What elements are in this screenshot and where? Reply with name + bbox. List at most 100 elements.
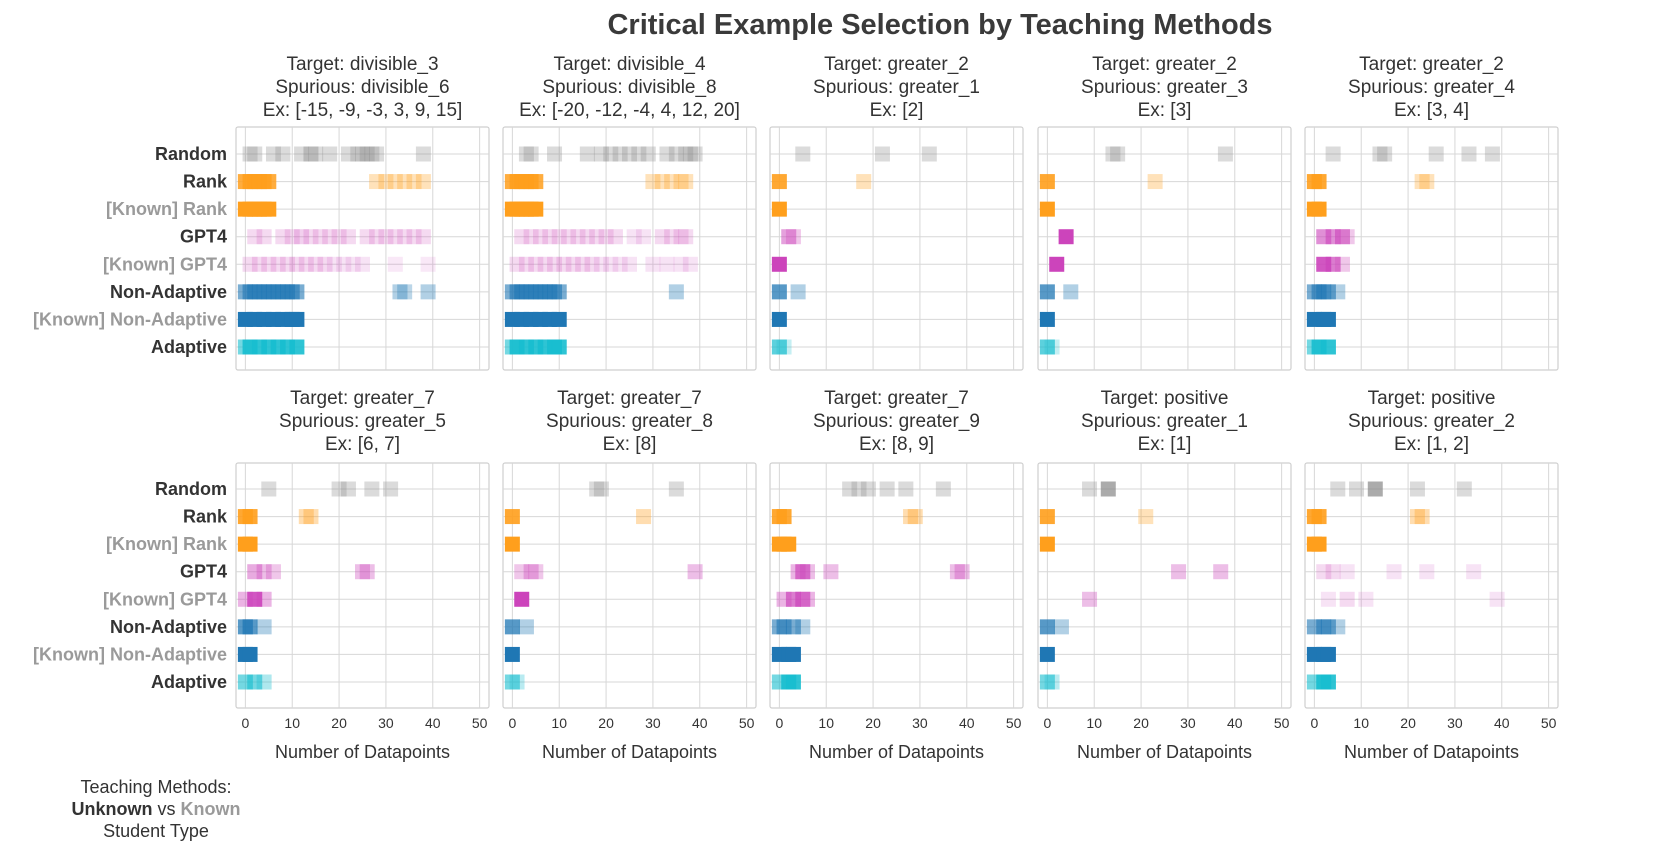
marker-random — [1428, 146, 1444, 162]
marker-random — [593, 481, 609, 497]
marker-known-gpt4 — [256, 591, 272, 607]
marker-gpt4 — [949, 564, 965, 580]
marker-gpt4 — [275, 229, 291, 245]
marker-adaptive — [289, 339, 305, 355]
marker-known-rank — [1039, 201, 1055, 217]
marker-known-gpt4 — [509, 256, 525, 272]
marker-rank — [369, 174, 385, 190]
marker-gpt4 — [551, 229, 567, 245]
marker-known-non-adaptive — [289, 311, 305, 327]
marker-known-non-adaptive — [242, 646, 258, 662]
marker-random — [879, 481, 895, 497]
marker-known-rank — [261, 201, 277, 217]
marker-rank — [1039, 509, 1055, 525]
marker-gpt4 — [579, 229, 595, 245]
panel-frame — [235, 126, 490, 371]
marker-random — [874, 146, 890, 162]
marker-non-adaptive — [790, 284, 806, 300]
marker-known-gpt4 — [799, 591, 815, 607]
caption-vs: vs — [157, 799, 176, 819]
marker-known-non-adaptive — [1039, 311, 1055, 327]
marker-known-rank — [1311, 536, 1327, 552]
marker-gpt4 — [589, 229, 605, 245]
marker-known-gpt4 — [547, 256, 563, 272]
marker-random — [579, 146, 595, 162]
x-tick-label: 10 — [551, 715, 567, 731]
marker-known-gpt4 — [622, 256, 637, 272]
panel-title-line: Ex: [3] — [1138, 100, 1192, 121]
marker-random — [589, 481, 605, 497]
y-label-known-rank: [Known] Rank — [106, 534, 228, 554]
marker-gpt4 — [598, 229, 614, 245]
marker-known-gpt4 — [673, 256, 689, 272]
marker-non-adaptive — [1330, 284, 1346, 300]
marker-rank — [776, 509, 792, 525]
marker-random — [331, 481, 347, 497]
y-label-adaptive: Adaptive — [151, 672, 227, 692]
marker-known-gpt4 — [537, 256, 553, 272]
marker-random — [261, 481, 277, 497]
panel-title-line: Target: greater_2 — [824, 54, 969, 75]
x-tick-label: 50 — [1541, 715, 1557, 731]
panel-title-line: Ex: [2] — [870, 100, 924, 121]
panel-frame — [235, 462, 490, 709]
marker-gpt4 — [1334, 229, 1350, 245]
marker-non-adaptive — [551, 284, 567, 300]
marker-gpt4 — [355, 564, 370, 580]
marker-gpt4 — [673, 229, 689, 245]
caption-line-3: Student Type — [103, 821, 209, 841]
marker-gpt4 — [795, 564, 811, 580]
marker-rank — [903, 509, 919, 525]
marker-gpt4 — [678, 229, 694, 245]
marker-gpt4 — [397, 229, 413, 245]
x-tick-label: 20 — [1133, 715, 1149, 731]
marker-adaptive — [776, 339, 792, 355]
marker-random — [631, 146, 647, 162]
marker-rank — [771, 174, 787, 190]
marker-gpt4 — [406, 229, 422, 245]
x-tick-label: 30 — [645, 715, 661, 731]
marker-rank — [1039, 174, 1055, 190]
marker-known-gpt4 — [603, 256, 619, 272]
marker-known-rank — [504, 536, 520, 552]
marker-random — [364, 146, 380, 162]
x-tick-label: 50 — [472, 715, 488, 731]
marker-known-gpt4 — [795, 591, 811, 607]
marker-adaptive — [504, 674, 520, 690]
marker-gpt4 — [322, 229, 338, 245]
x-tick-label: 30 — [378, 715, 394, 731]
x-tick-label: 40 — [959, 715, 975, 731]
marker-known-gpt4 — [1339, 591, 1355, 607]
marker-gpt4 — [340, 229, 356, 245]
marker-adaptive — [785, 674, 801, 690]
marker-non-adaptive — [504, 619, 520, 635]
x-tick-label: 0 — [241, 715, 249, 731]
marker-random — [659, 146, 675, 162]
panel-title-line: Spurious: greater_1 — [813, 77, 980, 98]
marker-known-gpt4 — [336, 256, 352, 272]
y-label-adaptive: Adaptive — [151, 337, 227, 357]
marker-gpt4 — [785, 229, 801, 245]
marker-known-non-adaptive — [504, 646, 520, 662]
marker-random — [350, 146, 366, 162]
marker-rank — [303, 509, 319, 525]
marker-adaptive — [1320, 674, 1336, 690]
panel-title-line: Spurious: divisible_6 — [275, 77, 449, 98]
marker-random — [294, 146, 310, 162]
panel-title-line: Spurious: greater_4 — [1348, 77, 1515, 98]
marker-gpt4 — [331, 229, 347, 245]
marker-known-gpt4 — [270, 256, 286, 272]
panel-frame — [1304, 462, 1559, 709]
marker-gpt4 — [1316, 564, 1332, 580]
marker-known-gpt4 — [1489, 591, 1505, 607]
x-tick-label: 20 — [865, 715, 881, 731]
marker-rank — [678, 174, 694, 190]
marker-rank — [528, 174, 544, 190]
panel-title-line: Target: greater_7 — [557, 388, 702, 409]
marker-rank — [673, 174, 689, 190]
marker-non-adaptive — [289, 284, 305, 300]
marker-gpt4 — [636, 229, 652, 245]
marker-random — [415, 146, 431, 162]
marker-gpt4 — [294, 229, 310, 245]
marker-non-adaptive — [1330, 619, 1346, 635]
